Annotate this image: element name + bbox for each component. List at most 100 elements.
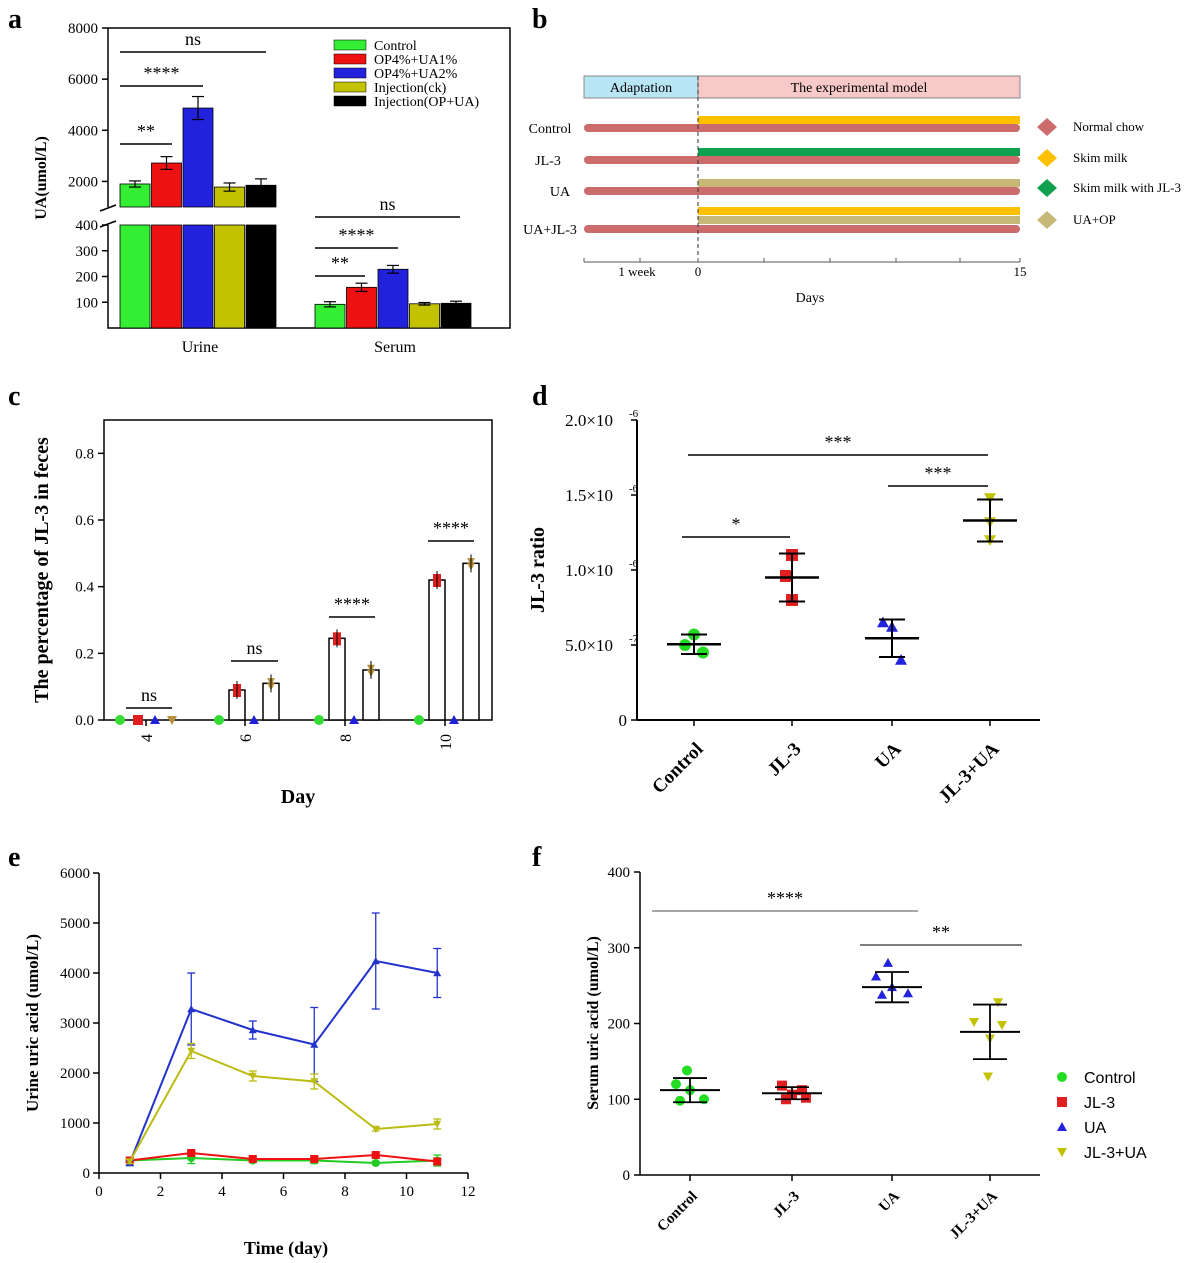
point-JL-3+UA [997, 1021, 1007, 1031]
point-JL-3+UA [993, 998, 1003, 1008]
legend-swatch-Control [333, 39, 367, 51]
legend-diamond-UA+OP [1037, 211, 1057, 229]
axis-label-zero: 0 [695, 264, 702, 279]
y-axis-label: UA(umol/L) [33, 136, 50, 220]
x-tick-label: Control [654, 1189, 700, 1235]
point-Control [675, 1095, 685, 1106]
timeline-bar-skim-milk [698, 207, 1020, 215]
plot-frame [107, 27, 511, 329]
point-JL-3 [248, 1155, 257, 1163]
point-UA [187, 1005, 196, 1013]
point-Control [214, 715, 224, 725]
x-tick-label: 4 [139, 734, 156, 742]
y-tick-label: 0 [623, 1168, 631, 1184]
x-tick-label: 12 [461, 1184, 476, 1200]
significance-label: ** [932, 922, 950, 942]
significance-label: *** [825, 432, 852, 452]
point-UA [871, 971, 881, 981]
x-tick-label: 8 [338, 734, 355, 742]
y-tick-label: 400 [76, 218, 99, 234]
significance-label: **** [334, 594, 370, 614]
y-tick-label: 1.0×10 [565, 561, 613, 580]
point-UA [349, 715, 359, 724]
significance-label: **** [339, 225, 375, 245]
point-Control [682, 1065, 692, 1076]
x-tick-label: 0 [95, 1184, 103, 1200]
x-tick-label: JL-3 [764, 739, 806, 781]
timeline-bar-normal-chow [584, 187, 1020, 195]
y-tick-label: 0 [619, 711, 628, 730]
bar-OP4%+UA1%-lower [151, 224, 182, 329]
legend-diamond-Skim milk [1037, 149, 1057, 167]
y-tick-label: 6000 [68, 72, 98, 88]
y-tick-label: 0 [83, 1166, 91, 1182]
bar-JL-3 [428, 579, 446, 721]
point-JL-3+UA [167, 716, 177, 725]
axis-label-week: 1 week [618, 264, 656, 279]
panel-letter-f: f [532, 842, 542, 873]
group-label: UA [550, 185, 571, 200]
legend-label: UA+OP [1073, 212, 1116, 227]
series-line-UA [128, 959, 438, 1164]
legend-label: OP4%+UA1% [374, 53, 458, 68]
x-tick-label: 10 [438, 734, 455, 750]
x-tick-label: UA [871, 738, 905, 772]
y-tick-label: 4000 [68, 123, 98, 139]
timeline-bar-uaop [698, 216, 1020, 224]
y-tick-label: 2000 [60, 1066, 90, 1082]
x-axis-label: Day [281, 786, 315, 808]
x-tick-label: 6 [238, 734, 255, 742]
x-tick-label: 10 [399, 1184, 414, 1200]
point-Control [115, 715, 125, 725]
significance-label: * [732, 514, 741, 534]
point-Control [314, 715, 324, 725]
point-JL-3+UA [969, 1017, 979, 1027]
x-tick-label: 6 [280, 1184, 288, 1200]
point-JL-3 [433, 1157, 442, 1166]
x-tick-label: Control [648, 739, 707, 798]
legend-label: Normal chow [1073, 119, 1145, 134]
bar-JL-3+UA [462, 562, 480, 721]
y-tick-label: 5000 [60, 916, 90, 932]
bar-Control [314, 303, 346, 329]
point-UA [371, 957, 380, 965]
y-tick-label: 6000 [60, 866, 90, 882]
y-tick-label: 1000 [60, 1116, 90, 1132]
significance-label: ns [185, 29, 201, 49]
bar-OP4%+UA2%-lower [182, 224, 214, 329]
axis-break [99, 220, 117, 228]
point-JL-3 [187, 1149, 196, 1157]
point-JL-3 [801, 1092, 811, 1103]
point-JL-3 [797, 1085, 807, 1096]
adaptation-label: Adaptation [610, 81, 672, 96]
y-tick-label: 1.5×10 [565, 486, 613, 505]
axis-break [99, 204, 117, 212]
legend-swatch-Injection(ck) [333, 81, 367, 93]
y-tick-label: 0.8 [75, 446, 94, 462]
legend-label: OP4%+UA2% [374, 67, 458, 82]
timeline-bar-normal-chow [584, 225, 1020, 233]
bar-OP4%+UA2% [182, 107, 214, 208]
timeline-bar-jl3 [698, 148, 1020, 156]
significance-label: **** [144, 63, 180, 83]
y-tick-label: 0.0 [75, 713, 94, 729]
y-tick-exponent: -6 [629, 483, 639, 495]
point-UA [433, 969, 442, 977]
y-tick-label: 100 [76, 295, 99, 311]
point-UA [883, 957, 893, 967]
point-Control [371, 1159, 380, 1167]
y-tick-label: 200 [608, 1017, 631, 1033]
axis-label-fifteen: 15 [1014, 264, 1027, 279]
x-tick-label: 8 [341, 1184, 349, 1200]
timeline-bar-skim-milk [698, 116, 1020, 124]
bar-Control-lower [119, 224, 151, 329]
legend-swatch-OP4%+UA2% [333, 67, 367, 79]
significance-label: ns [141, 685, 157, 705]
y-tick-label: 5.0×10 [565, 636, 613, 655]
model-label: The experimental model [791, 81, 928, 96]
y-tick-label: 4000 [60, 966, 90, 982]
point-JL-3+UA [248, 1072, 257, 1080]
panel-letter-d: d [532, 381, 548, 412]
timeline-bar-normal-chow [584, 156, 1020, 164]
legend-label: JL-3 [1084, 1095, 1115, 1112]
